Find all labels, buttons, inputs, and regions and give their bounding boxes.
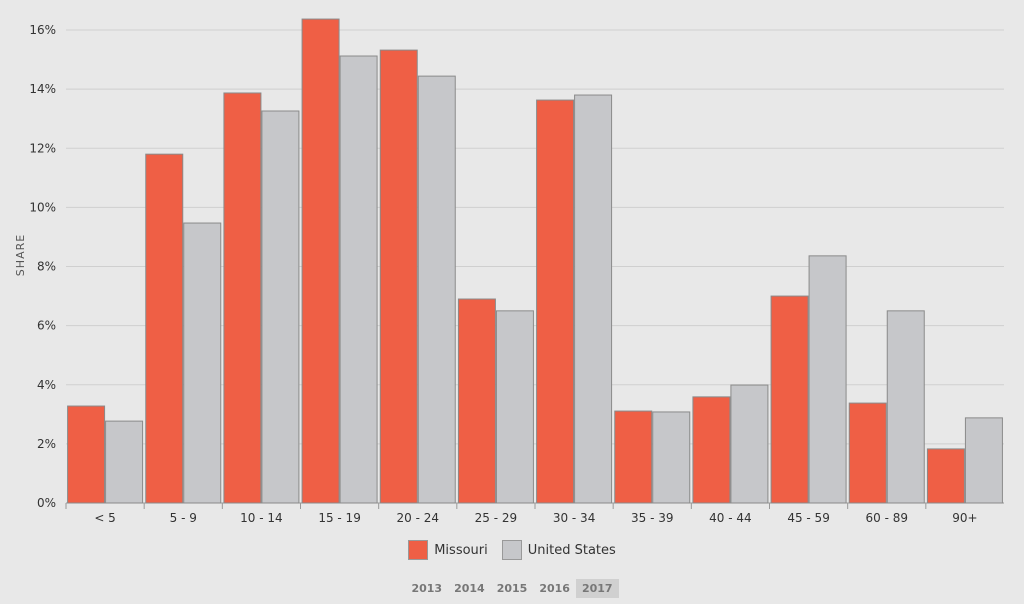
bar-united-states [574,94,613,504]
x-tick-label: 90+ [952,511,977,525]
bar-united-states [808,255,847,504]
x-tick-label: 15 - 19 [318,511,361,525]
bar-united-states [730,384,769,504]
us-swatch [501,540,522,560]
y-tick-label: 0% [37,496,56,510]
bar-united-states [886,310,925,504]
bar-united-states [261,110,300,504]
year-2017[interactable]: 2017 [575,579,619,598]
y-tick-label: 12% [29,141,56,155]
bar-missouri [770,295,809,504]
bar-united-states [495,310,534,504]
x-tick-label: 10 - 14 [240,511,283,525]
bar-united-states [339,55,378,504]
bar-missouri [848,402,887,504]
bar-united-states [105,420,144,504]
legend: Missouri United States [0,540,1024,560]
bar-missouri [301,18,340,504]
bar-missouri [67,405,106,504]
bar-united-states [652,411,691,504]
y-tick-label: 14% [29,82,56,96]
bar-missouri [536,99,575,504]
bar-missouri [692,396,731,504]
bar-united-states [964,417,1003,504]
year-2014[interactable]: 2014 [454,582,485,595]
x-tick-label: < 5 [94,511,116,525]
legend-label: United States [527,542,616,558]
bar-missouri [145,153,184,504]
bar-chart: 0% 2% 4% 6% 8% 10% 12% 14% 16% SHARE < 5 5 - 9 10 - … [14,18,1004,525]
bar-missouri [379,49,418,504]
year-2016[interactable]: 2016 [539,582,570,595]
bar-missouri [614,410,653,504]
x-tick-label: 30 - 34 [553,511,596,525]
bar-missouri [926,448,965,504]
y-tick-label: 2% [37,437,56,451]
y-tick-label: 4% [37,378,56,392]
bar-missouri [223,92,262,504]
bar-missouri [457,298,496,504]
y-tick-label: 8% [37,260,56,274]
year-2013[interactable]: 2013 [411,582,443,595]
y-tick-label: 10% [29,200,56,214]
x-tick-label: 60 - 89 [866,511,909,525]
missouri-swatch [408,540,429,560]
x-tick-label: 25 - 29 [475,511,518,525]
legend-item-united-states[interactable]: United States [501,540,616,560]
y-axis-label: SHARE [14,234,27,276]
legend-label: Missouri [434,542,488,558]
year-selector: 2013 2014 2015 2016 2017 [0,579,1024,598]
x-tick-label: 5 - 9 [170,511,197,525]
bar-united-states [183,222,222,504]
y-tick-label: 16% [29,23,56,37]
x-tick-label: 35 - 39 [631,511,674,525]
y-tick-label: 6% [37,319,56,333]
bar-united-states [417,75,456,504]
x-tick-label: 40 - 44 [709,511,752,525]
x-tick-label: 20 - 24 [397,511,440,525]
legend-item-missouri[interactable]: Missouri [408,540,488,560]
year-2015[interactable]: 2015 [496,582,528,595]
x-tick-label: 45 - 59 [787,511,830,525]
